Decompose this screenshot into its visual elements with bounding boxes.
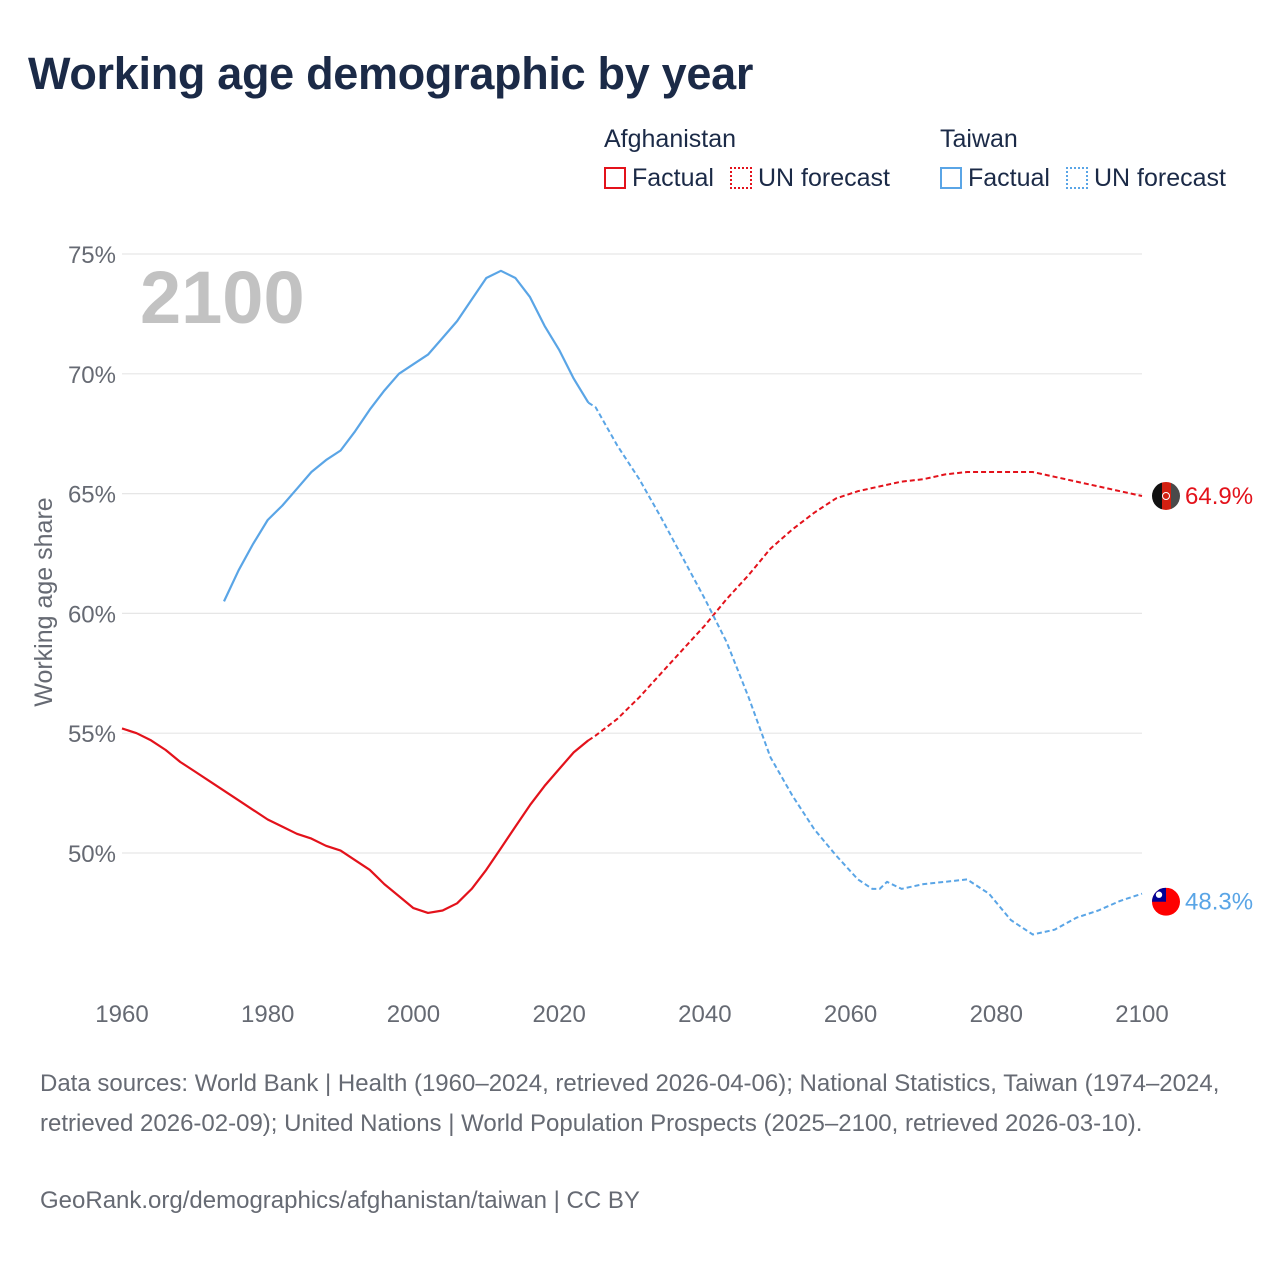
x-tick-label: 2080 xyxy=(970,1001,1023,1028)
x-tick-label: 2100 xyxy=(1115,1001,1168,1028)
y-tick-label: 70% xyxy=(68,362,116,389)
afghanistan-flag-icon xyxy=(1152,481,1180,510)
chart-title: Working age demographic by year xyxy=(28,48,754,99)
legend-country-afghanistan: Afghanistan xyxy=(604,125,737,153)
data-sources-note: Data sources: World Bank | Health (1960–… xyxy=(40,1070,1220,1137)
legend-label-taiwan-forecast: UN forecast xyxy=(1093,163,1226,192)
afghanistan-forecast-line xyxy=(587,471,1143,742)
legend-swatch-taiwan-factual xyxy=(940,167,962,189)
y-tick-label: 55% xyxy=(68,721,116,748)
x-tick-label: 2020 xyxy=(532,1001,585,1028)
y-tick-label: 75% xyxy=(68,242,116,269)
gridlines xyxy=(122,253,1142,854)
legend-swatch-taiwan-forecast xyxy=(1065,167,1088,189)
x-tick-label: 2060 xyxy=(824,1001,877,1028)
afghanistan-end-label: 64.9% xyxy=(1185,483,1253,510)
legend-item-afghanistan-factual[interactable]: Factual xyxy=(604,164,714,193)
taiwan-flag-icon xyxy=(1152,887,1180,916)
series-end-markers: 64.9% 48.3% xyxy=(1152,481,1253,916)
y-tick-label: 50% xyxy=(68,841,116,868)
y-axis-ticks: 50% 55% 60% 65% 70% 75% xyxy=(68,242,116,868)
legend-country-taiwan: Taiwan xyxy=(940,125,1018,153)
y-axis-label: Working age share xyxy=(30,497,58,706)
y-tick-label: 65% xyxy=(68,482,116,509)
taiwan-factual-line xyxy=(223,269,590,602)
legend-item-taiwan-factual[interactable]: Factual xyxy=(940,164,1050,193)
series-lines xyxy=(121,269,1143,936)
legend-item-taiwan-forecast[interactable]: UN forecast xyxy=(1065,163,1226,193)
legend-label-afghanistan-forecast: UN forecast xyxy=(757,163,890,192)
taiwan-forecast-line xyxy=(587,401,1143,936)
legend-swatch-afghanistan-forecast xyxy=(729,167,752,189)
x-tick-label: 1980 xyxy=(241,1001,294,1028)
legend-swatch-afghanistan-factual xyxy=(604,167,626,189)
x-tick-label: 2000 xyxy=(387,1001,440,1028)
source-credit-link[interactable]: GeoRank.org/demographics/afghanistan/tai… xyxy=(40,1187,640,1214)
x-axis-ticks: 1960 1980 2000 2020 2040 2060 2080 2100 xyxy=(95,1001,1168,1028)
legend-label-taiwan-factual: Factual xyxy=(968,163,1050,192)
line-chart: 50% 55% 60% 65% 70% 75% 1960 1980 2000 2020 2040 2… xyxy=(30,242,1253,1028)
y-tick-label: 60% xyxy=(68,601,116,628)
x-tick-label: 2040 xyxy=(678,1001,731,1028)
x-tick-label: 1960 xyxy=(95,1001,148,1028)
year-watermark: 2100 xyxy=(140,256,305,339)
legend-item-afghanistan-forecast[interactable]: UN forecast xyxy=(729,163,890,193)
afghanistan-factual-line xyxy=(121,727,589,914)
legend-group-taiwan: Taiwan Factual UN forecast xyxy=(940,124,1242,198)
taiwan-end-label: 48.3% xyxy=(1185,889,1253,916)
legend-group-afghanistan: Afghanistan Factual UN forecast xyxy=(604,124,906,198)
legend-label-afghanistan-factual: Factual xyxy=(632,163,714,192)
